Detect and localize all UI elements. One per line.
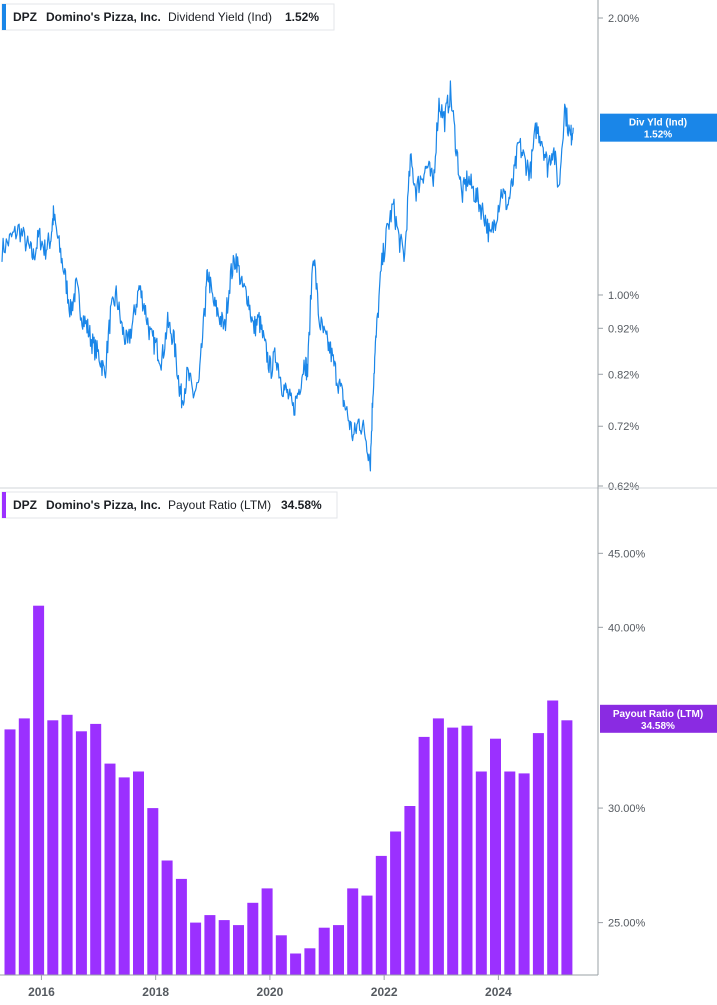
- payout-bar: [461, 725, 473, 975]
- x-tick-label: 2016: [28, 985, 55, 999]
- payout-bar: [218, 920, 230, 975]
- payout-legend[interactable]: DPZ Domino's Pizza, Inc. Payout Ratio (L…: [1, 491, 338, 519]
- payout-tick-label: 25.00%: [608, 918, 646, 930]
- payout-bar: [318, 927, 330, 975]
- payout-bar: [90, 723, 102, 975]
- payout-bar: [518, 773, 530, 975]
- x-axis-ticks: 2016 2018 2020 2022 2024: [28, 975, 512, 999]
- payout-ratio-bars: [4, 605, 573, 975]
- payout-bar: [4, 729, 16, 975]
- payout-bar: [475, 771, 487, 975]
- yield-legend-value: 1.52%: [285, 10, 319, 24]
- payout-bar: [375, 855, 387, 975]
- payout-tick-label: 45.00%: [608, 548, 646, 560]
- yield-legend-company: Domino's Pizza, Inc.: [46, 10, 161, 24]
- x-tick-label: 2022: [371, 985, 398, 999]
- payout-marker-box: [600, 704, 717, 733]
- x-tick-label: 2024: [485, 985, 512, 999]
- yield-current-marker: Div Yld (Ind) 1.52%: [600, 113, 717, 142]
- yield-marker-box: [600, 113, 717, 142]
- payout-bar: [147, 808, 159, 975]
- payout-bar: [390, 831, 402, 975]
- yield-tick-label: 2.00%: [608, 13, 639, 25]
- payout-legend-ticker: DPZ: [13, 498, 37, 512]
- payout-bar: [118, 777, 130, 975]
- yield-tick-label: 1.00%: [608, 290, 639, 302]
- payout-bar: [175, 878, 187, 975]
- payout-bar: [290, 953, 302, 975]
- payout-bar: [432, 718, 444, 975]
- payout-bar: [47, 720, 59, 975]
- payout-bar: [347, 888, 359, 975]
- yield-tick-label: 0.62%: [608, 481, 639, 493]
- payout-legend-value: 34.58%: [281, 498, 322, 512]
- payout-bar: [404, 806, 416, 975]
- payout-bar: [33, 605, 45, 975]
- payout-bar: [304, 948, 316, 975]
- x-tick-label: 2020: [257, 985, 284, 999]
- payout-bar: [18, 718, 30, 975]
- payout-y-ticks: 45.00% 40.00% 30.00% 25.00%: [598, 548, 646, 930]
- payout-bar: [233, 925, 244, 975]
- yield-marker-value: 1.52%: [644, 130, 672, 141]
- payout-bar: [532, 733, 544, 975]
- payout-bar: [133, 771, 144, 975]
- payout-marker-label: Payout Ratio (LTM): [613, 709, 703, 720]
- payout-tick-label: 40.00%: [608, 622, 646, 634]
- payout-bar: [547, 700, 559, 975]
- yield-legend-swatch: [2, 4, 6, 30]
- yield-tick-label: 0.92%: [608, 323, 639, 335]
- payout-bar: [418, 736, 430, 975]
- yield-legend-metric: Dividend Yield (Ind): [168, 10, 272, 24]
- payout-bar: [190, 922, 202, 975]
- payout-legend-swatch: [2, 492, 6, 518]
- yield-marker-label: Div Yld (Ind): [629, 118, 687, 129]
- payout-bar: [447, 727, 459, 975]
- yield-legend-ticker: DPZ: [13, 10, 37, 24]
- payout-bar: [247, 902, 259, 975]
- dividend-yield-line: [1, 80, 574, 472]
- yield-tick-label: 0.82%: [608, 369, 639, 381]
- yield-legend-box: [1, 3, 335, 31]
- payout-bar: [75, 731, 87, 975]
- payout-tick-label: 30.00%: [608, 803, 646, 815]
- payout-bar: [104, 763, 116, 975]
- x-tick-label: 2018: [142, 985, 169, 999]
- payout-bar: [161, 860, 173, 975]
- payout-bar: [504, 771, 516, 975]
- payout-bar: [61, 714, 73, 975]
- payout-bar: [275, 935, 287, 975]
- yield-tick-label: 0.72%: [608, 421, 639, 433]
- payout-marker-value: 34.58%: [641, 721, 675, 732]
- payout-current-marker: Payout Ratio (LTM) 34.58%: [600, 704, 717, 733]
- yield-y-ticks: 2.00% 1.00% 0.92% 0.82% 0.72% 0.62%: [598, 13, 639, 493]
- yield-legend[interactable]: DPZ Domino's Pizza, Inc. Dividend Yield …: [1, 3, 335, 31]
- payout-bar: [204, 915, 216, 975]
- payout-legend-metric: Payout Ratio (LTM): [168, 498, 271, 512]
- payout-bar: [561, 720, 573, 975]
- payout-bar: [261, 888, 273, 975]
- payout-bar: [333, 925, 344, 975]
- payout-ratio-panel: 45.00% 40.00% 30.00% 25.00% DPZ Domino's Pi…: [1, 491, 717, 975]
- dividend-yield-panel: 2.00% 1.00% 0.92% 0.82% 0.72% 0.62% DPZ Domin…: [1, 3, 717, 493]
- payout-bar: [361, 895, 373, 975]
- payout-bar: [490, 738, 501, 975]
- payout-legend-company: Domino's Pizza, Inc.: [46, 498, 161, 512]
